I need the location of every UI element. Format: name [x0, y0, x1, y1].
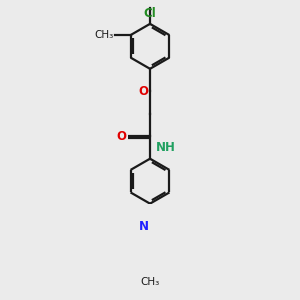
- Text: Cl: Cl: [144, 7, 156, 20]
- Text: O: O: [116, 130, 126, 143]
- Text: N: N: [139, 220, 149, 232]
- Text: NH: NH: [156, 141, 176, 154]
- Text: O: O: [139, 85, 148, 98]
- Text: CH₃: CH₃: [94, 30, 113, 40]
- Text: CH₃: CH₃: [140, 277, 160, 287]
